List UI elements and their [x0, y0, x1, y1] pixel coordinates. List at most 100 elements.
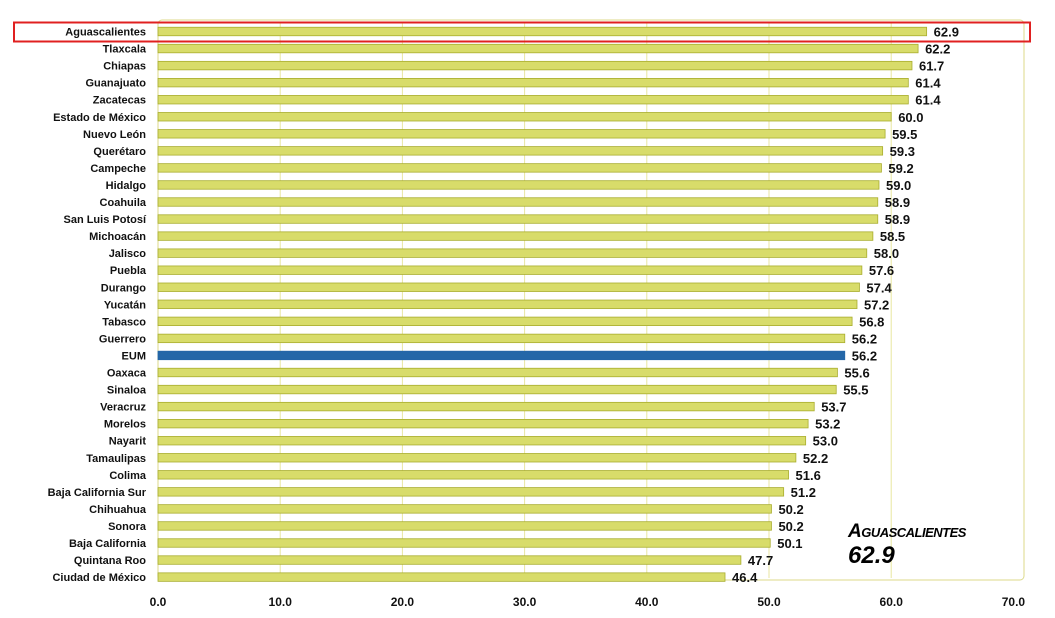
value-label: 47.7: [748, 553, 773, 568]
value-label: 53.7: [821, 400, 846, 415]
value-label: 57.4: [866, 280, 892, 295]
category-label: Coahuila: [100, 197, 147, 209]
value-label: 56.2: [852, 331, 877, 346]
value-label: 59.5: [892, 127, 917, 142]
value-label: 58.9: [885, 195, 910, 210]
value-label: 59.0: [886, 178, 911, 193]
category-label: Guerrero: [99, 333, 146, 345]
category-label: Sonora: [108, 521, 147, 533]
category-label: Chihuahua: [89, 504, 147, 516]
value-label: 53.0: [813, 434, 838, 449]
category-label: Michoacán: [89, 231, 146, 243]
bar: [157, 470, 789, 480]
category-label: Colima: [109, 470, 147, 482]
bar: [157, 572, 726, 582]
value-label: 55.5: [843, 383, 868, 398]
bar: [157, 487, 785, 497]
value-label: 53.2: [815, 417, 840, 432]
bar: [157, 521, 772, 531]
bar: [157, 214, 879, 224]
callout-name: Aguascalientes: [848, 521, 966, 542]
value-label: 61.4: [915, 93, 941, 108]
category-label: Morelos: [104, 419, 146, 431]
bar: [157, 401, 815, 412]
category-label: Oaxaca: [107, 368, 147, 380]
bar: [157, 453, 797, 463]
x-tick-label: 60.0: [880, 595, 904, 609]
bar: [157, 504, 772, 514]
value-label: 61.7: [919, 59, 944, 74]
category-label: Veracruz: [100, 402, 146, 414]
category-label: Nayarit: [109, 436, 147, 448]
value-label: 55.6: [844, 366, 869, 381]
bar: [157, 163, 882, 173]
bar: [157, 197, 879, 207]
category-label: Hidalgo: [106, 180, 147, 192]
value-label: 51.2: [791, 485, 816, 500]
value-label: 60.0: [898, 110, 923, 125]
value-label: 62.2: [925, 42, 950, 57]
bar: [157, 555, 742, 565]
category-label: Campeche: [90, 163, 146, 175]
category-label: Querétaro: [93, 146, 146, 158]
value-label: 62.9: [934, 25, 959, 40]
category-label: Aguascalientes: [65, 27, 146, 39]
x-axis-ticks: 0.0 10.0 20.0 30.0 40.0 50.0 60.0 70.0: [150, 595, 1026, 609]
x-tick-label: 50.0: [757, 595, 781, 609]
bar: [157, 26, 928, 37]
bar: [157, 436, 807, 446]
bar: [157, 60, 913, 71]
bar: [157, 384, 837, 395]
x-tick-label: 20.0: [391, 595, 415, 609]
value-label: 61.4: [915, 76, 941, 91]
category-label: Tabasco: [102, 316, 146, 328]
category-label: Nuevo León: [83, 129, 146, 141]
bar: [157, 146, 884, 156]
value-label: 58.5: [880, 229, 905, 244]
bar: [157, 78, 909, 88]
x-tick-label: 30.0: [513, 595, 537, 609]
x-tick-label: 70.0: [1002, 595, 1026, 609]
bar: [157, 299, 858, 309]
value-label: 51.6: [796, 468, 821, 483]
category-labels: Aguascalientes Tlaxcala Chiapas Guanajuato Z…: [48, 27, 147, 585]
value-label: 52.2: [803, 451, 828, 466]
value-label: 59.2: [888, 161, 913, 176]
category-label: Jalisco: [109, 248, 147, 260]
value-label: 50.1: [777, 536, 802, 551]
bar: [157, 350, 846, 361]
category-label: Puebla: [110, 265, 147, 277]
category-label: Baja California: [69, 538, 147, 550]
bar: [157, 333, 846, 344]
bar: [157, 129, 886, 139]
bar: [157, 231, 874, 241]
value-label: 58.0: [874, 246, 899, 261]
bar: [157, 282, 860, 292]
value-label: 57.6: [869, 263, 894, 278]
bar: [157, 367, 838, 378]
category-label: Guanajuato: [85, 78, 146, 90]
bars: [157, 26, 928, 582]
category-label: Yucatán: [104, 299, 146, 311]
callout-value: 62.9: [848, 542, 895, 569]
bar: [157, 265, 863, 275]
highlight-box: [13, 21, 1031, 43]
x-tick-label: 40.0: [635, 595, 659, 609]
category-label: Durango: [101, 282, 147, 294]
category-label: EUM: [122, 350, 146, 362]
value-label: 50.2: [778, 502, 803, 517]
value-label: 58.9: [885, 212, 910, 227]
category-label: Chiapas: [103, 61, 146, 73]
bar: [157, 112, 892, 122]
value-label: 50.2: [778, 519, 803, 534]
value-label: 46.4: [732, 570, 758, 585]
value-label: 56.2: [852, 348, 877, 363]
category-label: Sinaloa: [107, 385, 147, 397]
value-labels: 62.9 62.2 61.7 61.4 61.4 60.0 59.5 59.3 59.2 59.0…: [732, 25, 959, 586]
bar: [157, 248, 868, 258]
bar: [157, 95, 909, 105]
bar: [157, 538, 771, 548]
value-label: 56.8: [859, 314, 884, 329]
bar: [157, 43, 919, 54]
